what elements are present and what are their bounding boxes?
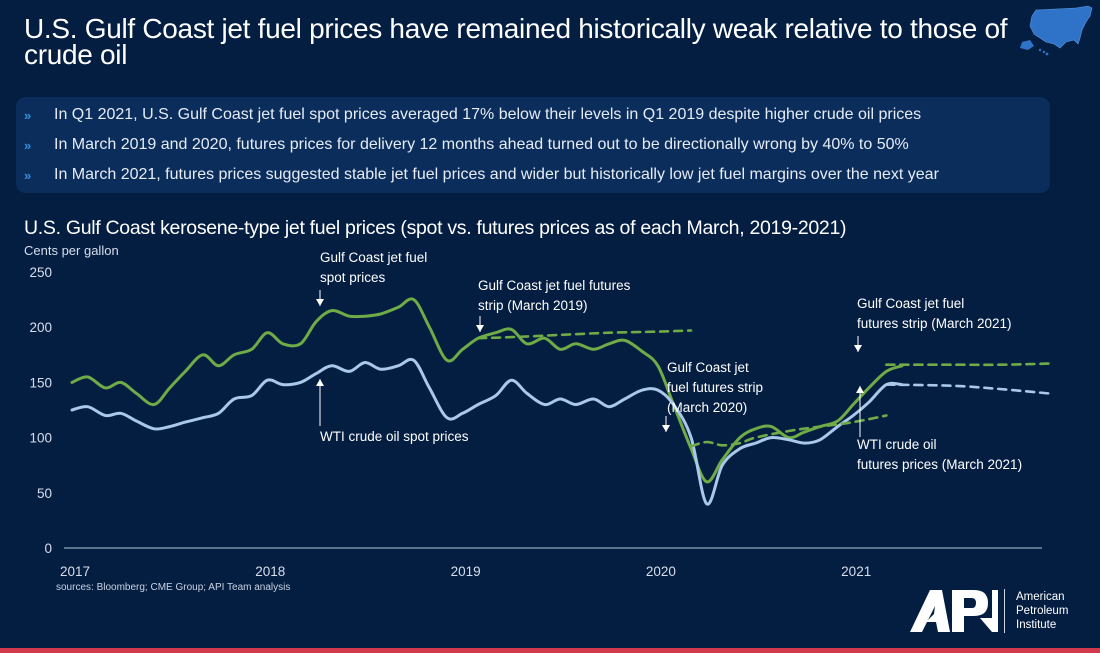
annotation-text: strip (March 2019)	[478, 298, 588, 313]
logo-divider	[1004, 589, 1005, 633]
series-line-gulf-coast-jet-fuel-futures-strip-march-2019	[476, 329, 693, 340]
x-tick-label: 2020	[646, 564, 676, 579]
double-chevron-right-icon: »	[24, 167, 32, 183]
x-tick-label: 2021	[841, 564, 871, 579]
series-line-wti-crude-oil-futures-prices-march-2021	[885, 383, 1050, 395]
org-name-line: American	[1016, 591, 1065, 603]
y-axis-label: Cents per gallon	[24, 243, 119, 258]
annotation-text: Gulf Coast jet fuel futures	[478, 278, 631, 293]
arrow-up-icon	[316, 379, 324, 386]
arrow-down-icon	[476, 325, 484, 332]
chart-annotation: Gulf Coast jet fuel futures strip (March …	[476, 278, 631, 332]
arrow-down-icon	[662, 425, 670, 432]
bullet-item: » In Q1 2021, U.S. Gulf Coast jet fuel s…	[24, 102, 921, 128]
key-points-box: » In Q1 2021, U.S. Gulf Coast jet fuel s…	[16, 97, 1050, 193]
annotation-text: Gulf Coast jet fuel	[320, 250, 427, 265]
arrow-down-icon	[854, 345, 862, 352]
x-tick-label: 2017	[60, 564, 90, 579]
annotation-text: Gulf Coast jet	[667, 360, 749, 375]
y-tick-label: 250	[29, 265, 52, 280]
chart-annotation: Gulf Coast jet fuel futures strip (March …	[854, 296, 1012, 352]
bullet-item: » In March 2019 and 2020, futures prices…	[24, 132, 909, 158]
annotation-text: WTI crude oil spot prices	[320, 429, 469, 444]
accent-bar	[0, 648, 1100, 653]
x-tick-label: 2018	[255, 564, 285, 579]
us-map-icon	[1020, 5, 1093, 56]
page-title: U.S. Gulf Coast jet fuel prices have rem…	[24, 13, 1008, 70]
bullet-item: » In March 2021, futures prices suggeste…	[24, 162, 939, 188]
series-line-wti-crude-oil-spot-prices	[70, 357, 904, 506]
annotation-text: Gulf Coast jet fuel	[857, 296, 964, 311]
source-note: sources: Bloomberg; CME Group; API Team …	[56, 582, 291, 593]
bullet-text: In March 2019 and 2020, futures prices f…	[54, 136, 909, 153]
arrow-down-icon	[316, 299, 324, 306]
annotation-text: futures strip (March 2021)	[857, 316, 1012, 331]
arrow-up-icon	[856, 386, 864, 393]
y-tick-label: 50	[37, 486, 52, 501]
organization-name: American Petroleum Institute	[1016, 590, 1068, 632]
bullet-text: In Q1 2021, U.S. Gulf Coast jet fuel spo…	[54, 106, 922, 123]
bullet-text: In March 2021, futures prices suggested …	[54, 166, 939, 183]
y-tick-label: 150	[29, 375, 52, 390]
series-line-gulf-coast-jet-fuel-futures-strip-march-2020	[689, 414, 888, 448]
annotation-text: fuel futures strip	[667, 380, 763, 395]
org-name-line: Petroleum	[1016, 605, 1069, 617]
annotation-text: WTI crude oil	[857, 437, 937, 452]
annotation-text: futures prices (March 2021)	[857, 457, 1022, 472]
chart-annotation: Gulf Coast jet fuel spot prices	[316, 250, 427, 306]
api-logo	[910, 590, 998, 632]
chart-annotation: WTI crude oil spot prices	[316, 379, 469, 444]
y-tick-label: 100	[29, 431, 52, 446]
annotation-text: (March 2020)	[667, 400, 747, 415]
chart-annotation: WTI crude oil futures prices (March 2021)	[856, 386, 1022, 472]
y-tick-label: 200	[29, 320, 52, 335]
series-line-gulf-coast-jet-fuel-spot-prices	[70, 297, 904, 484]
chart-annotation: Gulf Coast jet fuel futures strip (March 2…	[662, 360, 763, 432]
chart-title: U.S. Gulf Coast kerosene-type jet fuel p…	[24, 217, 847, 239]
y-tick-label: 0	[44, 541, 52, 556]
annotation-text: spot prices	[320, 270, 386, 285]
org-name-line: Institute	[1016, 619, 1057, 631]
double-chevron-right-icon: »	[24, 137, 32, 153]
x-tick-label: 2019	[451, 564, 481, 579]
series-line-gulf-coast-jet-fuel-futures-strip-march-2021	[885, 362, 1050, 367]
double-chevron-right-icon: »	[24, 107, 32, 123]
